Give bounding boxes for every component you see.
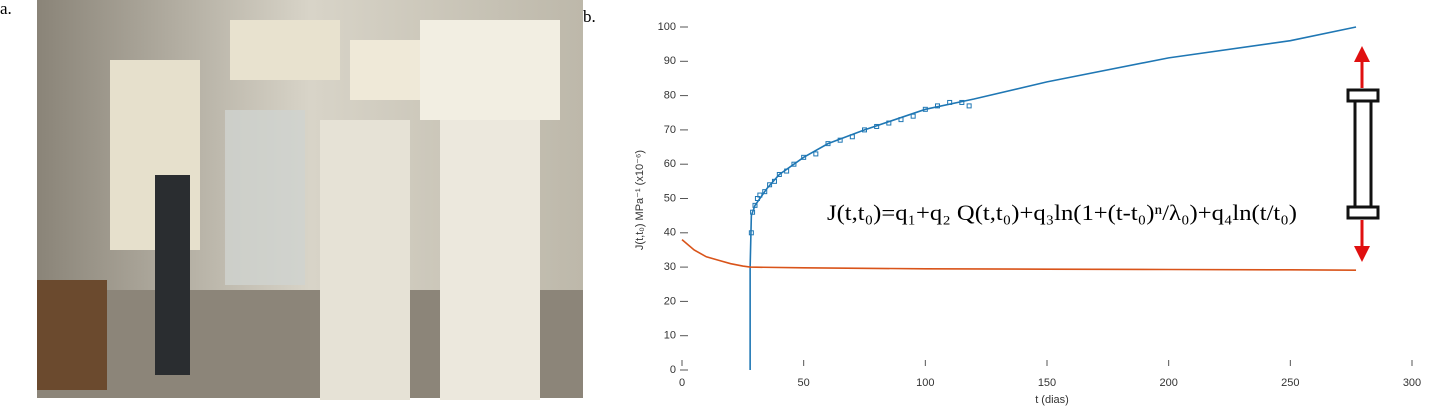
y-tick-label: 20 [664,295,676,307]
data-point [825,141,831,147]
data-point [966,103,972,109]
x-tick-label: 100 [916,377,934,389]
data-point [748,230,754,236]
x-tick-label: 250 [1281,377,1299,389]
data-point [837,137,843,143]
data-point [959,99,965,105]
data-point [886,120,892,126]
equation: J(t,t₀)=q₁+q₂ Q(t,t₀)+q₃ln(1+(t-t₀)ⁿ/λ₀)… [827,200,1297,225]
y-tick-label: 0 [670,364,676,376]
series-line [681,239,1357,271]
y-tick-label: 80 [664,90,676,102]
panel-label: b. [583,7,596,26]
series-line [749,26,1357,370]
data-point [898,117,904,123]
data-point [910,113,916,119]
data-point [862,127,867,133]
data-point [922,106,928,112]
data-point [767,182,773,188]
x-tick-label: 150 [1038,377,1056,389]
panel-label: a. [0,0,12,18]
x-axis-label: t (dias) [1035,394,1069,406]
data-point [771,178,777,184]
data-point [752,202,758,208]
data-point [762,189,768,195]
y-axis-label: J(t,t₀) MPa⁻¹ (x10⁻⁶) [634,150,646,250]
x-tick-label: 0 [679,377,685,389]
y-tick-label: 50 [664,192,676,204]
y-tick-label: 90 [664,55,676,67]
data-point [935,103,940,109]
data-point [874,123,880,129]
data-point [776,171,782,177]
data-point [757,192,763,198]
x-tick-label: 50 [798,377,810,389]
data-point [784,168,790,174]
data-point [947,99,953,105]
x-tick-label: 300 [1403,377,1421,389]
data-point [801,154,807,160]
y-tick-label: 100 [658,21,676,33]
data-point [750,209,756,215]
y-tick-label: 10 [664,330,676,342]
y-tick-label: 30 [664,261,676,273]
y-tick-label: 40 [664,227,676,239]
specimen-icon [1346,46,1380,262]
x-tick-label: 200 [1159,377,1177,389]
data-point [813,151,819,157]
y-tick-label: 70 [664,124,676,136]
data-point [849,134,855,140]
data-point [791,161,797,167]
y-tick-label: 60 [664,158,676,170]
photo [37,0,583,400]
